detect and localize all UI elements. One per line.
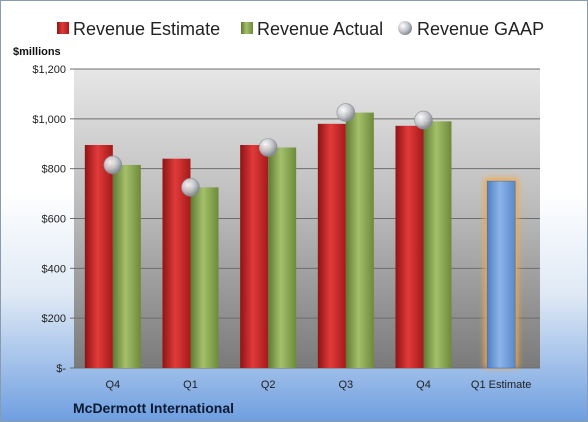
bar-revenue-actual-q3-3 [345, 112, 374, 369]
company-name: McDermott International [73, 400, 234, 416]
legend-label-revenue-estimate: Revenue Estimate [73, 19, 220, 39]
marker-revenue-gaap-q4-0 [103, 155, 123, 175]
legend-swatch-revenue-actual [241, 22, 253, 34]
x-tick-label: Q1 [183, 379, 198, 391]
x-axis-ticks: Q4 Q1 Q2 Q3 Q4 Q1 Estimate [105, 379, 531, 391]
y-tick-label: $200 [42, 313, 66, 325]
legend-item-revenue-actual: Revenue Actual [241, 19, 383, 39]
gaap-markers [103, 103, 433, 197]
y-tick-label: $1,000 [32, 114, 66, 126]
bar-revenue-estimate-q3-3 [317, 123, 346, 368]
legend-label-revenue-gaap: Revenue GAAP [417, 19, 544, 39]
x-tick-label: Q4 [416, 379, 431, 391]
marker-revenue-gaap-q1-1 [181, 178, 200, 197]
y-tick-label: $600 [42, 214, 66, 226]
y-tick-label: $1,200 [32, 64, 66, 76]
marker-revenue-gaap-q3-3 [336, 103, 356, 122]
y-tick-label: $800 [42, 164, 66, 176]
legend-item-revenue-gaap: Revenue GAAP [398, 19, 544, 39]
bar-revenue-estimate-q2-2 [240, 144, 269, 368]
y-tick-label: $400 [42, 263, 66, 275]
legend: Revenue Estimate Revenue Actual Revenue … [57, 19, 544, 39]
bars [84, 112, 519, 369]
x-tick-label: Q1 Estimate [471, 379, 532, 391]
legend-label-revenue-actual: Revenue Actual [257, 19, 383, 39]
bar-revenue-actual-q4-0 [112, 164, 141, 368]
y-tick-label: $- [56, 363, 66, 375]
x-tick-label: Q2 [261, 379, 276, 391]
legend-marker-revenue-gaap [398, 21, 412, 35]
bar-revenue-actual-q4-4 [423, 121, 452, 368]
marker-revenue-gaap-q4-4 [414, 110, 433, 130]
y-axis-ticks: $- $200 $400 $600 $800 $1,000 $1,200 [32, 64, 66, 375]
marker-revenue-gaap-q2-2 [258, 138, 278, 157]
x-tick-label: Q4 [105, 379, 120, 391]
y-unit-label: $millions [13, 46, 61, 58]
legend-item-revenue-estimate: Revenue Estimate [57, 19, 220, 39]
gridlines [70, 68, 540, 369]
legend-swatch-revenue-estimate [57, 22, 69, 34]
bar-revenue-estimate-q4-0 [84, 144, 113, 368]
bar-revenue-estimate-q4-4 [395, 125, 424, 368]
bar-revenue-actual-q2-2 [268, 147, 297, 368]
bar-revenue-actual-q1-1 [190, 187, 219, 368]
bar-q1-estimate-5 [486, 180, 516, 369]
x-tick-label: Q3 [338, 379, 353, 391]
